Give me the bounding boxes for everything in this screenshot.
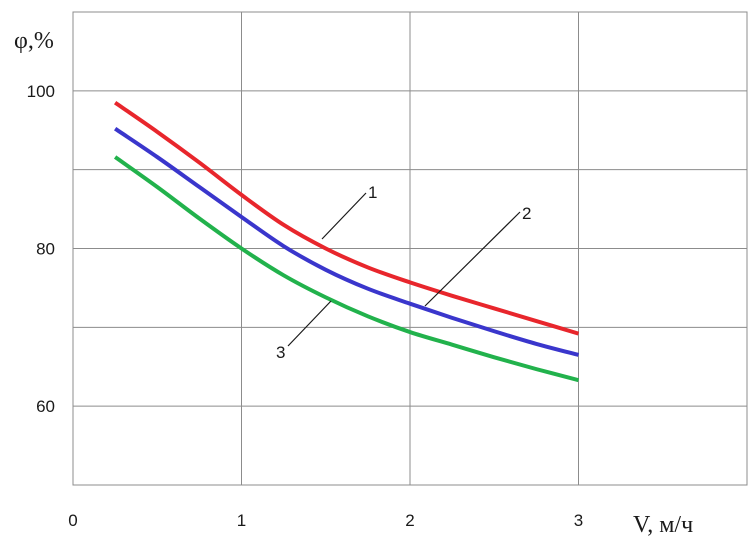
series-line-3 [113, 155, 580, 383]
axis-labels: φ,% V, м/ч [14, 28, 693, 538]
leader-line-1 [321, 192, 367, 240]
series-lines [113, 101, 580, 383]
x-tick-label: 3 [574, 511, 583, 530]
curve-label-1: 1 [368, 183, 377, 202]
leader-line-3 [287, 300, 332, 347]
curve-label-3: 3 [276, 343, 285, 362]
series-line-2 [114, 127, 580, 357]
tick-labels: 0 1 2 3 60 80 100 [27, 82, 584, 530]
curve-label-2: 2 [522, 204, 531, 223]
grid [72, 11, 748, 486]
x-axis-label: V, м/ч [633, 512, 693, 538]
y-tick-label: 100 [27, 82, 55, 101]
y-axis-label: φ,% [14, 28, 54, 54]
x-tick-label: 1 [237, 511, 246, 530]
curve-labels: 1 2 3 [276, 183, 531, 362]
series-line-1 [113, 101, 580, 336]
x-tick-label: 2 [405, 511, 414, 530]
leader-line-2 [424, 211, 521, 307]
x-tick-label: 0 [68, 511, 77, 530]
y-tick-label: 60 [36, 397, 55, 416]
leader-lines [287, 192, 521, 347]
y-tick-label: 80 [36, 240, 55, 259]
